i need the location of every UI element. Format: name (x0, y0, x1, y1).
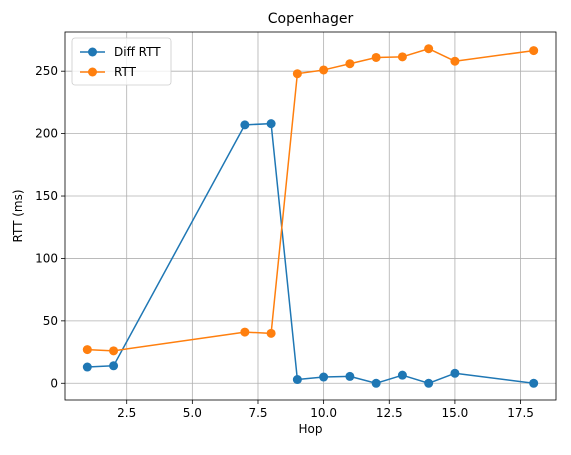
x-tick-label: 12.5 (376, 406, 403, 420)
x-tick-label: 5.0 (183, 406, 202, 420)
data-point (371, 52, 381, 62)
y-axis-title: RTT (ms) (11, 189, 25, 242)
data-point (345, 59, 355, 69)
data-point (450, 56, 460, 66)
data-point (240, 327, 250, 337)
chart-title: Copenhager (268, 11, 354, 27)
data-point (397, 52, 407, 62)
legend-marker (88, 67, 97, 77)
legend-label: RTT (114, 65, 137, 79)
plot-frame (64, 31, 557, 401)
legend-item: RTT (80, 65, 137, 79)
x-tick-label: 17.5 (507, 406, 534, 420)
y-tick-label: 200 (35, 127, 58, 141)
legend-label: Diff RTT (114, 45, 161, 59)
y-tick-label: 150 (35, 189, 58, 203)
legend-item: Diff RTT (80, 45, 161, 59)
data-point (397, 370, 407, 380)
y-tick-label: 0 (50, 376, 58, 390)
data-point (266, 328, 276, 338)
data-point (424, 378, 434, 388)
x-tick-label: 2.5 (117, 406, 136, 420)
legend: Diff RTT RTT (71, 37, 172, 86)
x-tick-label: 10.0 (310, 406, 337, 420)
x-tick-label: 7.5 (248, 406, 267, 420)
data-point (529, 46, 539, 56)
series-line (87, 122, 534, 385)
data-point (240, 120, 250, 130)
data-point (292, 375, 302, 385)
series-1 (82, 119, 539, 388)
data-point (319, 65, 329, 75)
data-point (82, 345, 92, 355)
data-point (319, 372, 329, 382)
data-point (371, 378, 381, 388)
series-2 (82, 44, 539, 356)
data-point (345, 371, 355, 381)
ticks: 2.5 5.0 7.5 10.0 12.5 15.0 17.5 0 50 100 150 200 250 (35, 64, 534, 420)
data-point (424, 44, 434, 54)
grid (65, 32, 556, 400)
x-tick-label: 15.0 (442, 406, 469, 420)
series-line (87, 47, 534, 352)
data-point (109, 346, 119, 356)
data-point (529, 378, 539, 388)
x-axis-title: Hop (299, 422, 323, 436)
series-layer (82, 44, 539, 388)
y-tick-label: 50 (43, 314, 58, 328)
y-tick-label: 250 (35, 64, 58, 78)
legend-marker (88, 47, 97, 57)
data-point (266, 119, 276, 129)
data-point (292, 69, 302, 79)
y-tick-label: 100 (35, 251, 58, 265)
data-point (82, 362, 92, 372)
data-point (109, 361, 119, 371)
data-point (450, 368, 460, 378)
